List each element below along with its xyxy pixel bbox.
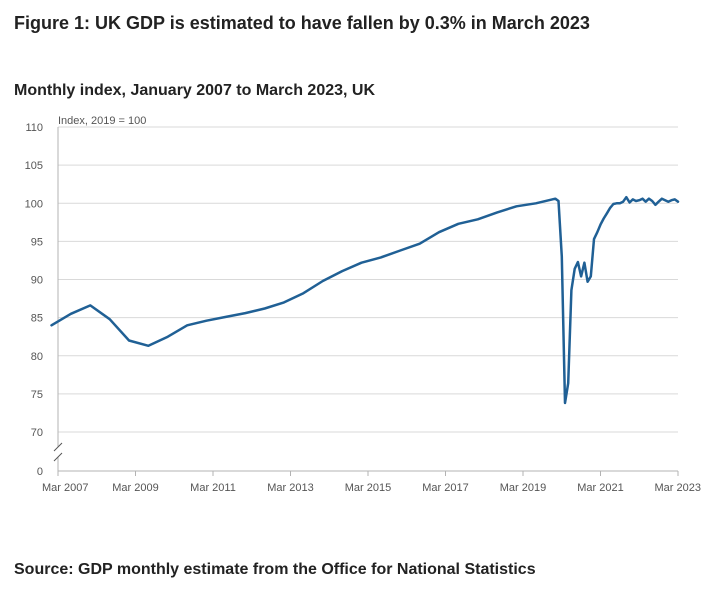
y-tick-label-85: 85	[31, 313, 43, 325]
y-tick-label-105: 105	[25, 160, 43, 172]
y-tick-label-110: 110	[25, 122, 43, 134]
series-line-gdp-index	[50, 195, 680, 405]
x-tick-label-2017: Mar 2017	[422, 482, 468, 494]
chart-title: Figure 1: UK GDP is estimated to have fa…	[14, 13, 590, 33]
y-tick-label-70: 70	[31, 427, 43, 439]
x-tick-label-2013: Mar 2013	[267, 482, 313, 494]
y-tick-label-75: 75	[31, 389, 43, 401]
chart-subtitle: Monthly index, January 2007 to March 202…	[14, 82, 376, 99]
y-tick-label-0: 0	[37, 466, 43, 478]
x-tick-label-2019: Mar 2019	[500, 482, 546, 494]
y-axis-unit-label: Index, 2019 = 100	[58, 115, 146, 127]
x-axis: Mar 2007 Mar 2009 Mar 2011 Mar 2013 Mar 2015…	[42, 470, 701, 494]
x-tick-label-2023: Mar 2023	[655, 482, 701, 494]
y-tick-label-100: 100	[25, 198, 43, 210]
y-axis: 0 70 75 80 85 90 95 100 105 110	[25, 122, 63, 478]
axis-break-mark-upper	[53, 442, 63, 452]
x-tick-label-2015: Mar 2015	[345, 482, 391, 494]
axis-break-mark-lower	[53, 452, 63, 462]
x-tick-label-2021: Mar 2021	[577, 482, 623, 494]
chart-source: Source: GDP monthly estimate from the Of…	[14, 561, 536, 578]
x-tick-label-2011: Mar 2011	[190, 482, 236, 494]
series-layer	[50, 195, 680, 405]
gridlines	[58, 126, 678, 433]
y-tick-label-90: 90	[31, 275, 43, 287]
x-tick-label-2007: Mar 2007	[42, 482, 88, 494]
x-tick-label-2009: Mar 2009	[112, 482, 158, 494]
y-tick-label-80: 80	[31, 351, 43, 363]
y-tick-label-95: 95	[31, 236, 43, 248]
